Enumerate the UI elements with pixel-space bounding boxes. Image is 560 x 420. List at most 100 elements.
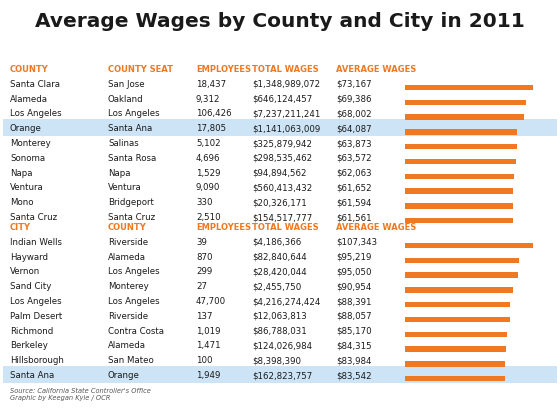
- Text: 17,805: 17,805: [196, 124, 226, 133]
- Text: COUNTY: COUNTY: [10, 65, 49, 74]
- Text: AVERAGE WAGES: AVERAGE WAGES: [336, 65, 416, 74]
- Text: Napa: Napa: [10, 168, 32, 178]
- Text: $20,326,171: $20,326,171: [252, 198, 307, 207]
- Text: Riverside: Riverside: [108, 312, 148, 321]
- Text: $85,170: $85,170: [336, 327, 372, 336]
- Text: Richmond: Richmond: [10, 327, 53, 336]
- Text: $62,063: $62,063: [336, 168, 372, 178]
- Text: 1,949: 1,949: [196, 371, 221, 380]
- Text: CITY: CITY: [10, 223, 31, 232]
- Text: Santa Rosa: Santa Rosa: [108, 154, 156, 163]
- Text: Santa Ana: Santa Ana: [10, 371, 54, 380]
- Bar: [405, 302, 510, 307]
- Bar: [405, 203, 513, 209]
- Text: $95,050: $95,050: [336, 268, 371, 276]
- Text: $107,343: $107,343: [336, 238, 377, 247]
- Bar: [405, 188, 513, 194]
- Bar: [405, 100, 526, 105]
- Text: Palm Desert: Palm Desert: [10, 312, 62, 321]
- Text: 1,529: 1,529: [196, 168, 221, 178]
- Text: 5,102: 5,102: [196, 139, 221, 148]
- Text: TOTAL WAGES: TOTAL WAGES: [252, 223, 319, 232]
- Text: 137: 137: [196, 312, 212, 321]
- Text: Contra Costa: Contra Costa: [108, 327, 164, 336]
- Text: $83,542: $83,542: [336, 371, 372, 380]
- Text: $95,219: $95,219: [336, 252, 371, 262]
- Text: $162,823,757: $162,823,757: [252, 371, 312, 380]
- Text: Oakland: Oakland: [108, 94, 143, 104]
- Text: Indian Wells: Indian Wells: [10, 238, 62, 247]
- Text: $1,348,989,072: $1,348,989,072: [252, 80, 320, 89]
- Text: Berkeley: Berkeley: [10, 341, 48, 350]
- Text: $83,984: $83,984: [336, 356, 371, 365]
- Text: Average Wages by County and City in 2011: Average Wages by County and City in 2011: [35, 12, 525, 31]
- Text: 47,700: 47,700: [196, 297, 226, 306]
- Text: Vernon: Vernon: [10, 268, 40, 276]
- Text: Sonoma: Sonoma: [10, 154, 45, 163]
- Text: Los Angeles: Los Angeles: [108, 297, 160, 306]
- Text: Alameda: Alameda: [108, 341, 146, 350]
- Text: AVERAGE WAGES: AVERAGE WAGES: [336, 223, 416, 232]
- Bar: [405, 85, 533, 90]
- Text: $64,087: $64,087: [336, 124, 372, 133]
- Text: $86,788,031: $86,788,031: [252, 327, 307, 336]
- Bar: [405, 317, 510, 322]
- Text: 9,312: 9,312: [196, 94, 221, 104]
- Text: $4,186,366: $4,186,366: [252, 238, 301, 247]
- Text: $124,026,984: $124,026,984: [252, 341, 312, 350]
- Text: Santa Ana: Santa Ana: [108, 124, 152, 133]
- Text: COUNTY SEAT: COUNTY SEAT: [108, 65, 173, 74]
- Text: 4,696: 4,696: [196, 154, 221, 163]
- Text: $154,517,777: $154,517,777: [252, 213, 312, 222]
- Bar: [405, 173, 514, 179]
- Text: $61,561: $61,561: [336, 213, 372, 222]
- Text: Los Angeles: Los Angeles: [10, 109, 62, 118]
- Text: $4,216,274,424: $4,216,274,424: [252, 297, 320, 306]
- Text: $88,391: $88,391: [336, 297, 371, 306]
- Text: $73,167: $73,167: [336, 80, 372, 89]
- Text: $325,879,942: $325,879,942: [252, 139, 312, 148]
- Text: $61,652: $61,652: [336, 184, 372, 192]
- Text: $94,894,562: $94,894,562: [252, 168, 306, 178]
- Text: $7,237,211,241: $7,237,211,241: [252, 109, 320, 118]
- Text: Napa: Napa: [108, 168, 130, 178]
- Text: San Jose: San Jose: [108, 80, 144, 89]
- Text: Ventura: Ventura: [10, 184, 44, 192]
- Text: Bridgeport: Bridgeport: [108, 198, 154, 207]
- Bar: [405, 361, 505, 367]
- Text: Santa Clara: Santa Clara: [10, 80, 60, 89]
- Bar: [405, 129, 517, 135]
- Text: TOTAL WAGES: TOTAL WAGES: [252, 65, 319, 74]
- Text: $88,057: $88,057: [336, 312, 372, 321]
- Text: Hayward: Hayward: [10, 252, 48, 262]
- Bar: [3, 366, 557, 383]
- Bar: [405, 144, 517, 150]
- Bar: [405, 272, 519, 278]
- Text: Orange: Orange: [10, 124, 42, 133]
- Text: Monterey: Monterey: [108, 282, 149, 291]
- Text: $69,386: $69,386: [336, 94, 371, 104]
- Text: $2,455,750: $2,455,750: [252, 282, 301, 291]
- Bar: [405, 114, 524, 120]
- Text: Los Angeles: Los Angeles: [10, 297, 62, 306]
- Text: Santa Cruz: Santa Cruz: [10, 213, 57, 222]
- Text: Mono: Mono: [10, 198, 34, 207]
- Text: Sand City: Sand City: [10, 282, 52, 291]
- Text: Source: California State Controller's Office: Source: California State Controller's Of…: [10, 388, 151, 394]
- Text: $61,594: $61,594: [336, 198, 371, 207]
- Text: Orange: Orange: [108, 371, 140, 380]
- Text: Riverside: Riverside: [108, 238, 148, 247]
- Text: San Mateo: San Mateo: [108, 356, 154, 365]
- Bar: [405, 376, 505, 381]
- Text: 870: 870: [196, 252, 212, 262]
- Text: Monterey: Monterey: [10, 139, 51, 148]
- Bar: [405, 243, 533, 248]
- Text: $646,124,457: $646,124,457: [252, 94, 312, 104]
- Text: $68,002: $68,002: [336, 109, 372, 118]
- Bar: [3, 119, 557, 136]
- Text: $84,315: $84,315: [336, 341, 372, 350]
- Text: 1,019: 1,019: [196, 327, 221, 336]
- Text: $1,141,063,009: $1,141,063,009: [252, 124, 320, 133]
- Bar: [405, 346, 506, 352]
- Text: Los Angeles: Los Angeles: [108, 268, 160, 276]
